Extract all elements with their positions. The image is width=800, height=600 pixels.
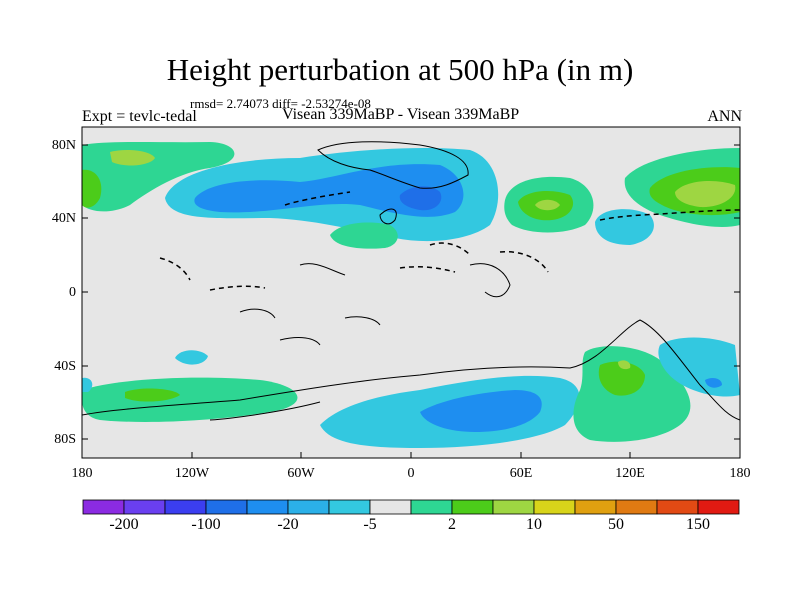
contour-region: [535, 199, 560, 211]
colorbar-label: 10: [526, 516, 542, 533]
contour-region: [175, 350, 208, 365]
coastlines: [82, 141, 740, 421]
contour-region: [82, 377, 93, 392]
contour-region: [110, 150, 155, 166]
colorbar-swatch: [410, 499, 453, 515]
contour-region: [125, 388, 180, 402]
colorbar-swatch: [697, 499, 740, 515]
colorbar-swatch: [656, 499, 699, 515]
lon-label: 60E: [509, 466, 533, 481]
colorbar-swatch: [246, 499, 289, 515]
colorbar-swatch: [328, 499, 371, 515]
colorbar-swatch: [287, 499, 330, 515]
lon-label: 180: [729, 466, 751, 481]
lon-label: 120E: [615, 466, 645, 481]
colorbar-label: -100: [191, 516, 221, 533]
contour-region: [675, 180, 736, 208]
dashed-coastlines: [159, 191, 740, 291]
axis-ticks: [81, 144, 741, 458]
cases-label: Visean 339MaBP - Visean 339MaBP: [282, 106, 520, 123]
plot-title: Height perturbation at 500 hPa (in m): [166, 52, 634, 87]
colorbar-swatch: [615, 499, 658, 515]
lon-label: 120W: [174, 466, 210, 481]
colorbar-swatch: [492, 499, 535, 515]
colorbar-swatch: [574, 499, 617, 515]
colorbar-label: 150: [686, 516, 710, 533]
contour-region: [194, 164, 464, 217]
lat-label: 0: [69, 285, 76, 300]
contour-region: [618, 360, 631, 370]
colorbar-swatch: [533, 499, 576, 515]
contour-region: [705, 377, 722, 388]
contour-fills: [82, 141, 740, 448]
colorbar-swatch: [123, 499, 166, 515]
lat-label: 40S: [54, 359, 76, 374]
colorbar-swatch: [369, 499, 412, 515]
contour-region: [330, 222, 398, 249]
contour-region: [420, 390, 542, 432]
stats-text: rmsd= 2.74073 diff= -2.53274e-08: [190, 96, 371, 111]
colorbar-label: -5: [363, 516, 377, 533]
contour-region: [399, 186, 442, 211]
colorbar-label: 50: [608, 516, 624, 533]
season-label: ANN: [707, 108, 742, 125]
lat-label: 80S: [54, 432, 76, 447]
colorbar-swatch: [205, 499, 248, 515]
colorbar-label: -200: [109, 516, 139, 533]
colorbar-swatch: [451, 499, 494, 515]
lat-label: 40N: [51, 211, 76, 226]
colorbar-label: -20: [277, 516, 299, 533]
lon-label: 60W: [287, 466, 315, 481]
colorbar: [82, 499, 740, 515]
contour-region: [598, 361, 645, 396]
contour-region: [82, 377, 298, 422]
lat-label: 80N: [51, 138, 76, 153]
colorbar-swatch: [82, 499, 125, 515]
lon-label: 0: [407, 466, 415, 481]
lon-label: 180: [71, 466, 93, 481]
colorbar-label: 2: [448, 516, 456, 533]
experiment-label: Expt = tevlc-tedal: [82, 108, 197, 125]
colorbar-swatch: [164, 499, 207, 515]
contour-region: [82, 169, 102, 208]
